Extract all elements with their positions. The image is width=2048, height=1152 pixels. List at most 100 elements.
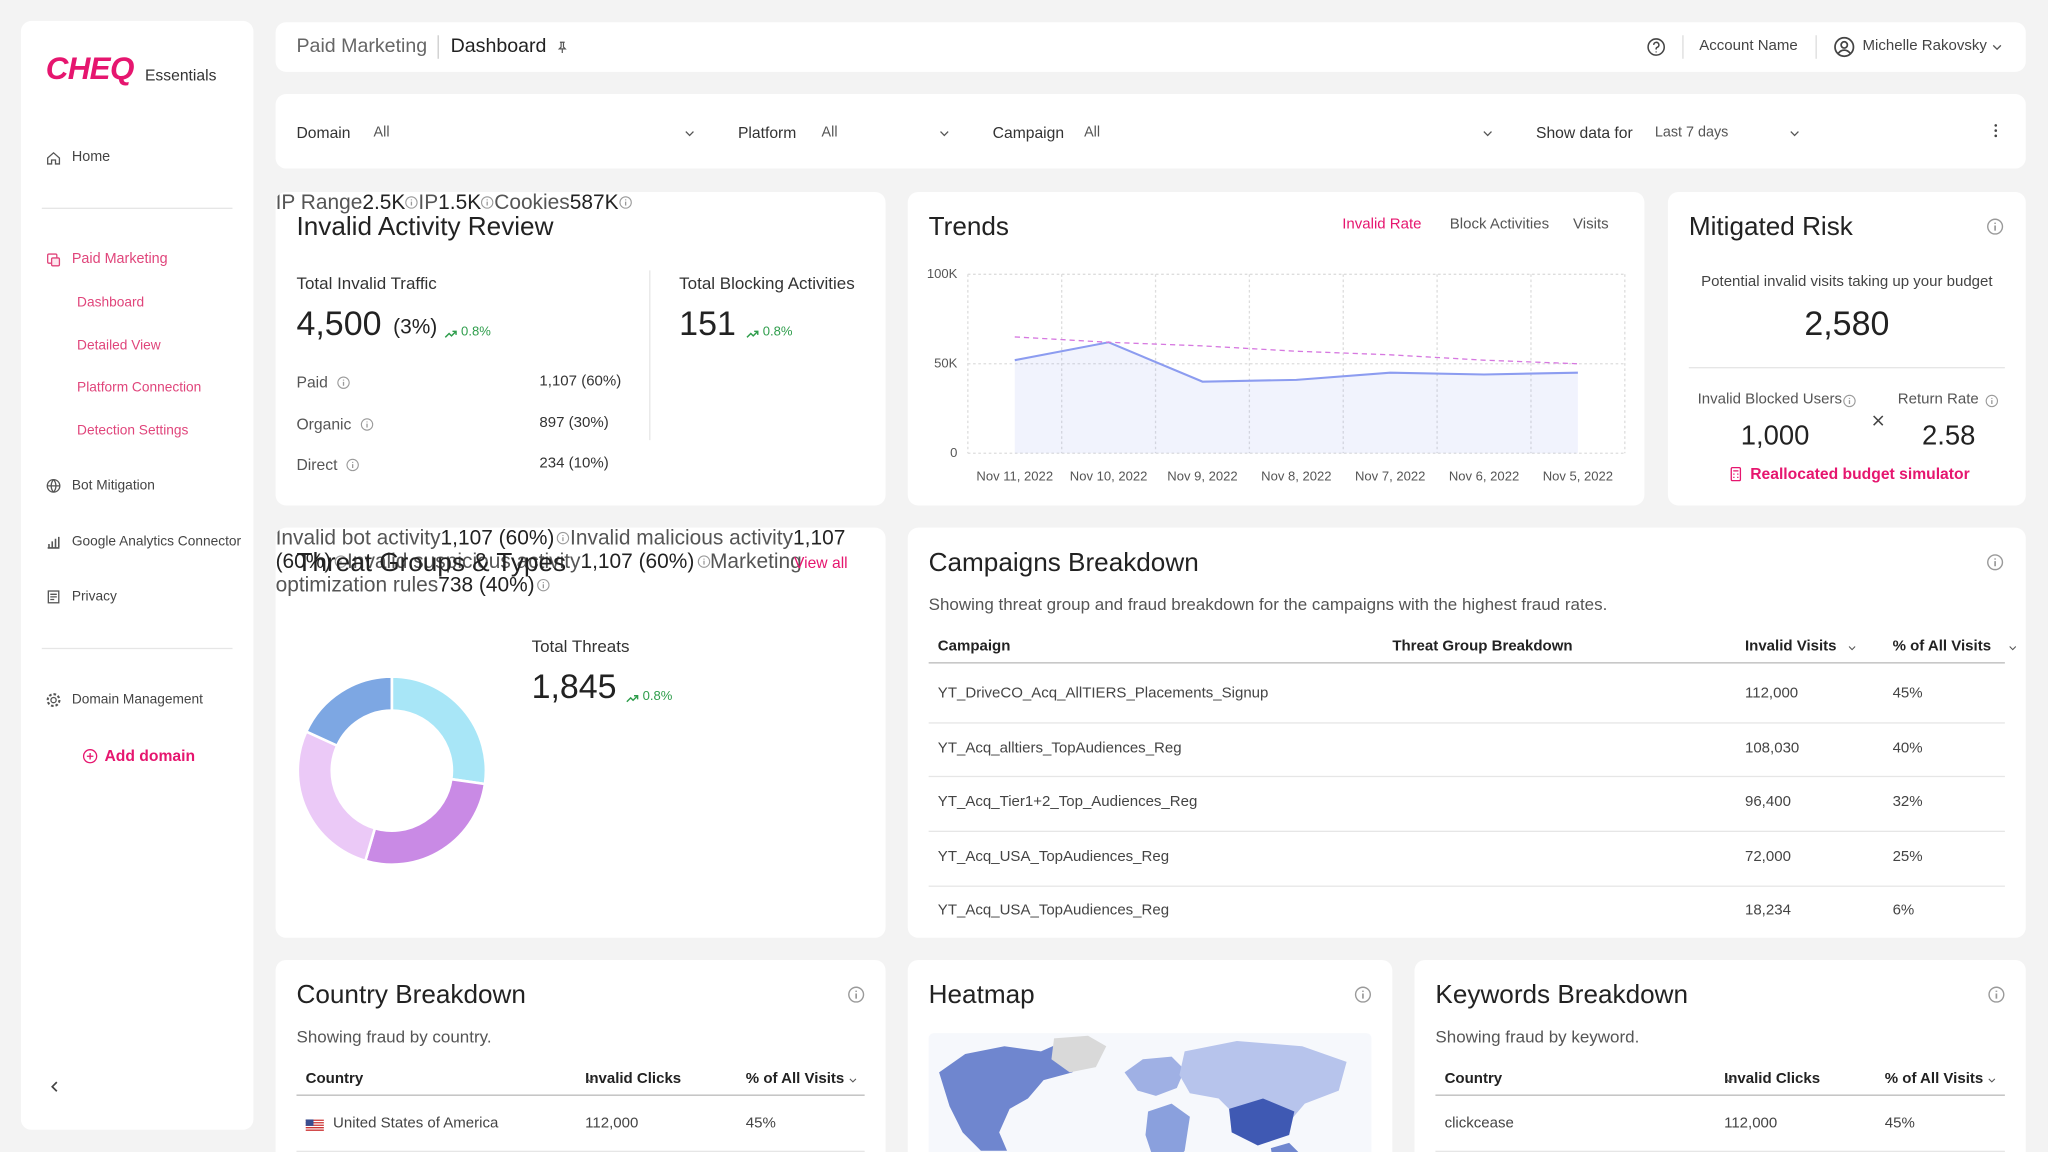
link[interactable]: Reallocated budget simulator xyxy=(1750,464,1970,484)
button-label[interactable]: Add domain xyxy=(104,746,196,766)
divider xyxy=(296,1150,865,1152)
icon-part xyxy=(50,696,57,704)
nav-sub-item[interactable]: Platform Connection xyxy=(77,380,202,396)
pin-icon xyxy=(557,41,567,53)
icon-part xyxy=(1652,41,1660,53)
icon-part xyxy=(360,417,374,431)
filter-value[interactable]: All xyxy=(373,124,390,141)
nav-sub-item[interactable]: Dashboard xyxy=(77,294,145,311)
cell: 112,000 xyxy=(585,1115,639,1132)
row-name[interactable]: United States of America xyxy=(333,1115,499,1132)
chev-icon xyxy=(940,131,949,137)
x-tick-label: Nov 10, 2022 xyxy=(1070,469,1148,484)
threats-card: Threat Groups & Types View all Total Threa… xyxy=(275,527,886,938)
nav-group-label[interactable]: Paid Marketing xyxy=(71,251,168,267)
stat-change: 0.8% xyxy=(461,325,491,340)
icon-part xyxy=(1988,1078,1996,1083)
divider xyxy=(1688,367,2005,369)
user-name[interactable]: Michelle Rakovsky xyxy=(1862,38,1987,54)
breadcrumb-section[interactable]: Paid Marketing xyxy=(296,35,428,58)
link[interactable]: View all xyxy=(793,553,848,572)
info-icon[interactable] xyxy=(1354,985,1372,1003)
help-icon[interactable] xyxy=(1647,38,1666,56)
divider xyxy=(928,830,2005,832)
icon-part xyxy=(1124,1056,1185,1096)
filter-value[interactable]: Last 7 days xyxy=(1654,124,1729,141)
[object Object]: Invalid bot activity1,107 (60%) xyxy=(275,527,571,550)
icon-part xyxy=(86,752,94,760)
row-label: Cookies xyxy=(494,191,570,215)
info-icon xyxy=(618,196,632,209)
stat-label: Return Rate xyxy=(1897,391,1979,408)
filter-value[interactable]: All xyxy=(821,124,838,141)
campaign-name[interactable]: YT_Acq_alltiers_TopAudiences_Reg xyxy=(937,740,1182,756)
stat-value: 2.58 xyxy=(1922,421,1976,452)
row-value: 897 (30%) xyxy=(539,414,609,431)
back-icon[interactable] xyxy=(47,1079,63,1095)
info-icon[interactable] xyxy=(1987,553,2004,570)
icon-part xyxy=(1987,553,2004,570)
row-label: Organic xyxy=(296,414,352,433)
tab[interactable]: Block Activities xyxy=(1449,216,1550,233)
column-header[interactable]: Invalid Visits xyxy=(1744,638,1837,655)
logo: CHEQ xyxy=(45,51,135,87)
column-header[interactable]: Invalid Clicks xyxy=(585,1071,682,1087)
divider xyxy=(1682,35,1684,59)
campaign-name[interactable]: YT_DriveCO_Acq_AllTIERS_Placements_Signu… xyxy=(937,685,1269,702)
calc-icon[interactable] xyxy=(1728,466,1744,482)
icon-part xyxy=(586,1078,594,1083)
row-name[interactable]: clickcease xyxy=(1444,1115,1514,1132)
cell: 112,000 xyxy=(1744,685,1799,702)
icon-part xyxy=(1843,394,1856,408)
column-header[interactable]: Threat Group Breakdown xyxy=(1392,638,1573,655)
column-header[interactable]: % of All Visits xyxy=(1884,1071,1984,1087)
info-icon[interactable] xyxy=(1987,217,2004,235)
cell: 45% xyxy=(1892,685,1923,702)
trend-target-line xyxy=(1014,336,1578,365)
nav-item[interactable]: Home xyxy=(71,149,111,166)
nav-sub-item[interactable]: Detection Settings xyxy=(77,422,189,439)
icon-part xyxy=(1848,646,1856,651)
divider xyxy=(41,207,233,209)
info-icon[interactable] xyxy=(1988,985,2005,1003)
column-header[interactable]: Invalid Clicks xyxy=(1724,1071,1821,1087)
column-header[interactable]: % of All Visits xyxy=(745,1071,845,1087)
cell: 108,030 xyxy=(1744,740,1800,756)
row-value: 2.5K xyxy=(362,191,406,215)
trend-chart: 0 50K 100K Nov 11, 2022 Nov 10, 2022 Nov 9, 2… xyxy=(927,266,1626,484)
column-header[interactable]: % of All Visits xyxy=(1892,638,1992,655)
divider xyxy=(1815,35,1817,59)
icon-part xyxy=(1987,217,2004,235)
card-title: Country Breakdown xyxy=(296,980,526,1010)
icon-part xyxy=(405,196,419,209)
row-label: IP Range xyxy=(275,191,363,215)
info-icon[interactable] xyxy=(848,985,865,1003)
country-card: Country Breakdown Showing fraud by countr… xyxy=(275,959,886,1152)
account-name[interactable]: Account Name xyxy=(1699,38,1798,54)
nav-item[interactable]: Google Analytics Connector xyxy=(71,533,242,549)
column-header: Country xyxy=(1444,1071,1503,1087)
nav-sub-item[interactable]: Detailed View xyxy=(77,337,161,354)
chev-icon xyxy=(1988,1078,1996,1083)
icon-part xyxy=(346,458,359,472)
legend-value: 738 (40%) xyxy=(438,574,535,597)
nav-item[interactable]: Domain Management xyxy=(71,691,203,708)
donut-segment xyxy=(304,675,394,748)
campaign-name[interactable]: YT_Acq_USA_TopAudiences_Reg xyxy=(937,848,1170,865)
dots-icon[interactable] xyxy=(1988,123,2004,139)
icon-part xyxy=(1145,1103,1190,1152)
tab[interactable]: Invalid Rate xyxy=(1342,216,1422,233)
campaigns-card: Campaigns Breakdown Showing threat group … xyxy=(907,527,2026,938)
campaign-name[interactable]: YT_Acq_USA_TopAudiences_Reg xyxy=(937,903,1170,919)
trend-icon xyxy=(746,329,759,338)
tab[interactable]: Visits xyxy=(1573,216,1609,233)
user-icon[interactable] xyxy=(1834,36,1855,58)
filter-value[interactable]: All xyxy=(1084,124,1101,141)
campaign-name[interactable]: YT_Acq_Tier1+2_Top_Audiences_Reg xyxy=(937,794,1198,811)
cell: 72,000 xyxy=(1744,848,1791,865)
icon-part xyxy=(47,590,60,604)
nav-item[interactable]: Bot Mitigation xyxy=(71,477,155,494)
nav-item[interactable]: Privacy xyxy=(71,588,117,605)
legend-value: 1,107 (60%) xyxy=(440,527,555,550)
